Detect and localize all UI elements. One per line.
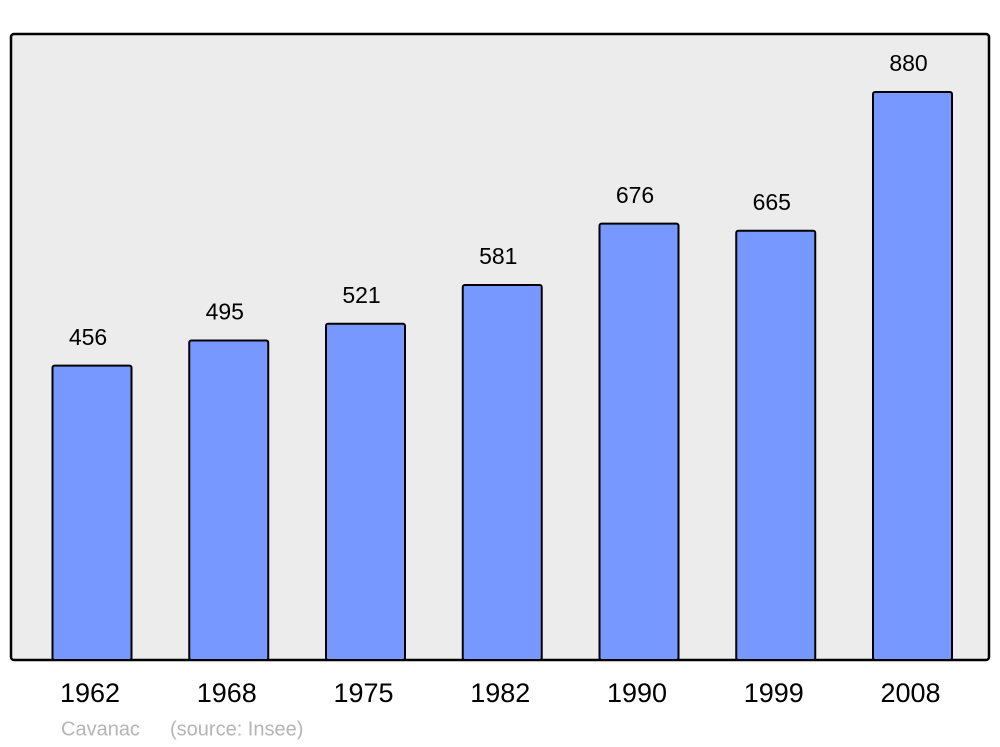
bar: [188, 339, 270, 661]
value-label: 495: [206, 299, 244, 325]
x-tick-label: 1968: [197, 678, 257, 708]
value-label: 880: [889, 50, 927, 76]
value-label: 676: [616, 182, 654, 208]
bar: [598, 222, 680, 661]
bar: [872, 91, 953, 661]
bar: [735, 229, 817, 661]
bar: [325, 322, 406, 661]
x-tick-label: 1975: [333, 678, 393, 708]
value-label: 665: [753, 189, 791, 215]
x-tick-label: 1962: [60, 678, 120, 708]
chart-title: Cavanac: [61, 718, 140, 740]
x-tick-label: 1990: [607, 678, 667, 708]
value-label: 521: [342, 282, 380, 308]
bar: [461, 283, 543, 661]
value-label: 581: [479, 243, 517, 269]
bar: [51, 364, 133, 661]
x-tick-label: 1999: [744, 678, 804, 708]
x-tick-label: 1982: [470, 678, 530, 708]
value-label: 456: [69, 324, 107, 350]
source-note: (source: Insee): [170, 718, 303, 740]
x-tick-label: 2008: [880, 678, 940, 708]
